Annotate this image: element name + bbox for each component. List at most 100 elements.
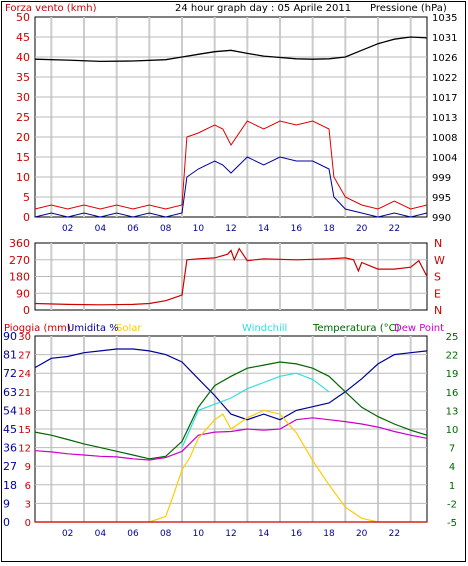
wind-ytick: 35 [16, 71, 30, 84]
temp-xtick: 02 [62, 529, 73, 539]
humidity-ytick: 90 [3, 330, 17, 343]
temperature-ytick: 16 [446, 388, 459, 399]
humidity-ytick: 72 [3, 367, 17, 380]
rain-ytick: 27 [18, 351, 31, 362]
rain-ytick: 9 [25, 462, 31, 473]
pressure-ytick: 1004 [432, 153, 457, 164]
temp-xtick: 10 [193, 529, 205, 539]
wind-ytick: 30 [16, 91, 30, 104]
wind-ytick: 20 [16, 131, 30, 144]
pressure-ytick: 1026 [432, 53, 457, 64]
temp-xtick: 18 [323, 529, 335, 539]
direction-line [34, 247, 428, 306]
wind-ytick: 40 [16, 51, 30, 64]
gust_avg-line [34, 156, 428, 218]
legend-humidity: Umidita % [67, 323, 119, 334]
temperature-ytick: 4 [449, 462, 455, 473]
temperature-ytick: 10 [446, 425, 459, 436]
direction-ytick: 180 [9, 271, 30, 284]
rain-ytick: 0 [25, 518, 31, 529]
rain-ytick: 3 [25, 499, 31, 510]
pressure-ytick: 1022 [432, 73, 457, 84]
humidity-ytick: 0 [3, 516, 10, 529]
solar-line [35, 409, 427, 523]
pressure-ytick: 1035 [432, 13, 457, 24]
wind-ytick: 5 [23, 191, 30, 204]
rain-ytick: 18 [18, 406, 31, 417]
compass-label: W [434, 254, 445, 267]
direction-ytick: 270 [9, 254, 30, 267]
compass-label: N [434, 237, 442, 250]
rain-ytick: 15 [18, 425, 31, 436]
wind-ytick: 10 [16, 171, 30, 184]
rain-ytick: 12 [18, 444, 31, 455]
temperature-ytick: -2 [447, 499, 457, 510]
temperature-ytick: -5 [447, 518, 457, 529]
legend-windchill: Windchill [242, 323, 287, 334]
humidity-line [34, 348, 428, 421]
direction-ytick: 360 [9, 237, 30, 250]
wind-xtick: 20 [356, 224, 368, 234]
compass-label: S [434, 271, 441, 284]
humidity-ytick: 45 [3, 423, 17, 436]
wind-pressure-panel: 0510152025303540455099099599910041008101… [16, 11, 457, 234]
pressure-ytick: 1008 [432, 133, 457, 144]
pressure-ytick: 1031 [432, 33, 457, 44]
legend-rain: Pioggia (mm) [4, 323, 71, 334]
pressure-ytick: 1017 [432, 93, 457, 104]
wind-xtick: 04 [95, 224, 107, 234]
temp-xtick: 20 [356, 529, 368, 539]
temperature-ytick: 7 [449, 444, 455, 455]
temp-xtick: 14 [258, 529, 270, 539]
wind-xtick: 08 [160, 224, 172, 234]
wind-line [34, 120, 428, 210]
wind-axis-title: Forza vento (kmh) [5, 3, 97, 14]
humidity-ytick: 27 [3, 460, 17, 473]
humidity-ytick: 63 [3, 386, 17, 399]
compass-label: E [434, 287, 441, 300]
pressure-ytick: 990 [432, 213, 451, 224]
rain-ytick: 21 [18, 388, 31, 399]
temp-xtick: 08 [160, 529, 172, 539]
legend-dewpoint: Dew Point [394, 323, 444, 334]
temperature-line [34, 361, 428, 460]
pressure-ytick: 995 [432, 193, 451, 204]
rain-ytick: 6 [25, 481, 31, 492]
temperature-ytick: 25 [446, 332, 459, 343]
wind-ytick: 45 [16, 31, 30, 44]
chart-title: 24 hour graph day : 05 Aprile 2011 [175, 3, 351, 14]
direction-ytick: 90 [16, 287, 30, 300]
legend-solar: Solar [116, 323, 142, 334]
direction-ytick: 0 [23, 304, 30, 317]
pressure-ytick: 1013 [432, 113, 457, 124]
temperature-ytick: 1 [449, 481, 455, 492]
compass-label: N [434, 304, 442, 317]
wind-xtick: 14 [258, 224, 270, 234]
humidity-ytick: 36 [3, 442, 17, 455]
pressure-line [34, 36, 428, 63]
wind-xtick: 12 [225, 224, 236, 234]
pressure-axis-title: Pressione (hPa) [370, 3, 447, 14]
temp-xtick: 06 [127, 529, 139, 539]
wind-xtick: 16 [291, 224, 303, 234]
rain-ytick: 24 [18, 369, 31, 380]
temp-xtick: 22 [389, 529, 400, 539]
dewpoint-line [34, 417, 428, 461]
humidity-ytick: 81 [3, 349, 17, 362]
humidity-ytick: 9 [3, 497, 10, 510]
temperature-ytick: 19 [446, 369, 459, 380]
wind-xtick: 02 [62, 224, 73, 234]
humidity-ytick: 54 [3, 404, 17, 417]
temperature-ytick: 13 [446, 406, 459, 417]
wind-xtick: 10 [193, 224, 205, 234]
wind-xtick: 18 [323, 224, 335, 234]
pressure-ytick: 999 [432, 173, 451, 184]
wind-ytick: 0 [23, 211, 30, 224]
temp-xtick: 04 [95, 529, 107, 539]
humidity-ytick: 18 [3, 479, 17, 492]
temp-xtick: 16 [291, 529, 303, 539]
wind-xtick: 22 [389, 224, 400, 234]
temp-xtick: 12 [225, 529, 236, 539]
